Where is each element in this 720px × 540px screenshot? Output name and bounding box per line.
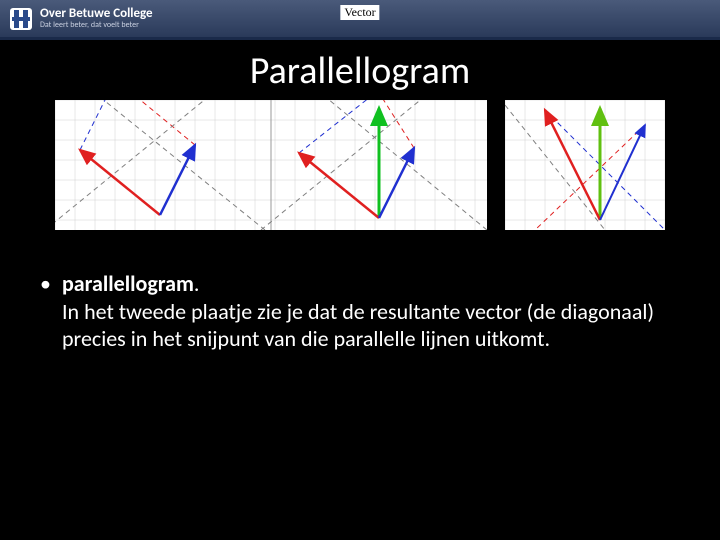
- body-line: In het tweede plaatje zie je dat de resu…: [62, 298, 654, 353]
- diagram-left: [55, 100, 487, 230]
- body-text: parallellogram. In het tweede plaatje zi…: [0, 230, 720, 353]
- school-motto: Dat leert beter, dat voelt beter: [40, 21, 153, 30]
- after-bold: .: [194, 270, 200, 297]
- bold-lead: parallellogram: [62, 270, 194, 297]
- diagram-right: [505, 100, 665, 230]
- slide-header: Over Betuwe College Dat leert beter, dat…: [0, 0, 720, 40]
- school-name: Over Betuwe College: [40, 7, 153, 21]
- bullet-item: parallellogram. In het tweede plaatje zi…: [40, 270, 680, 353]
- header-topic-label: Vector: [340, 5, 379, 20]
- school-text: Over Betuwe College Dat leert beter, dat…: [40, 7, 153, 30]
- school-logo: [8, 6, 34, 32]
- diagram-row: [0, 100, 720, 230]
- slide-title: Parallellogram: [0, 48, 720, 94]
